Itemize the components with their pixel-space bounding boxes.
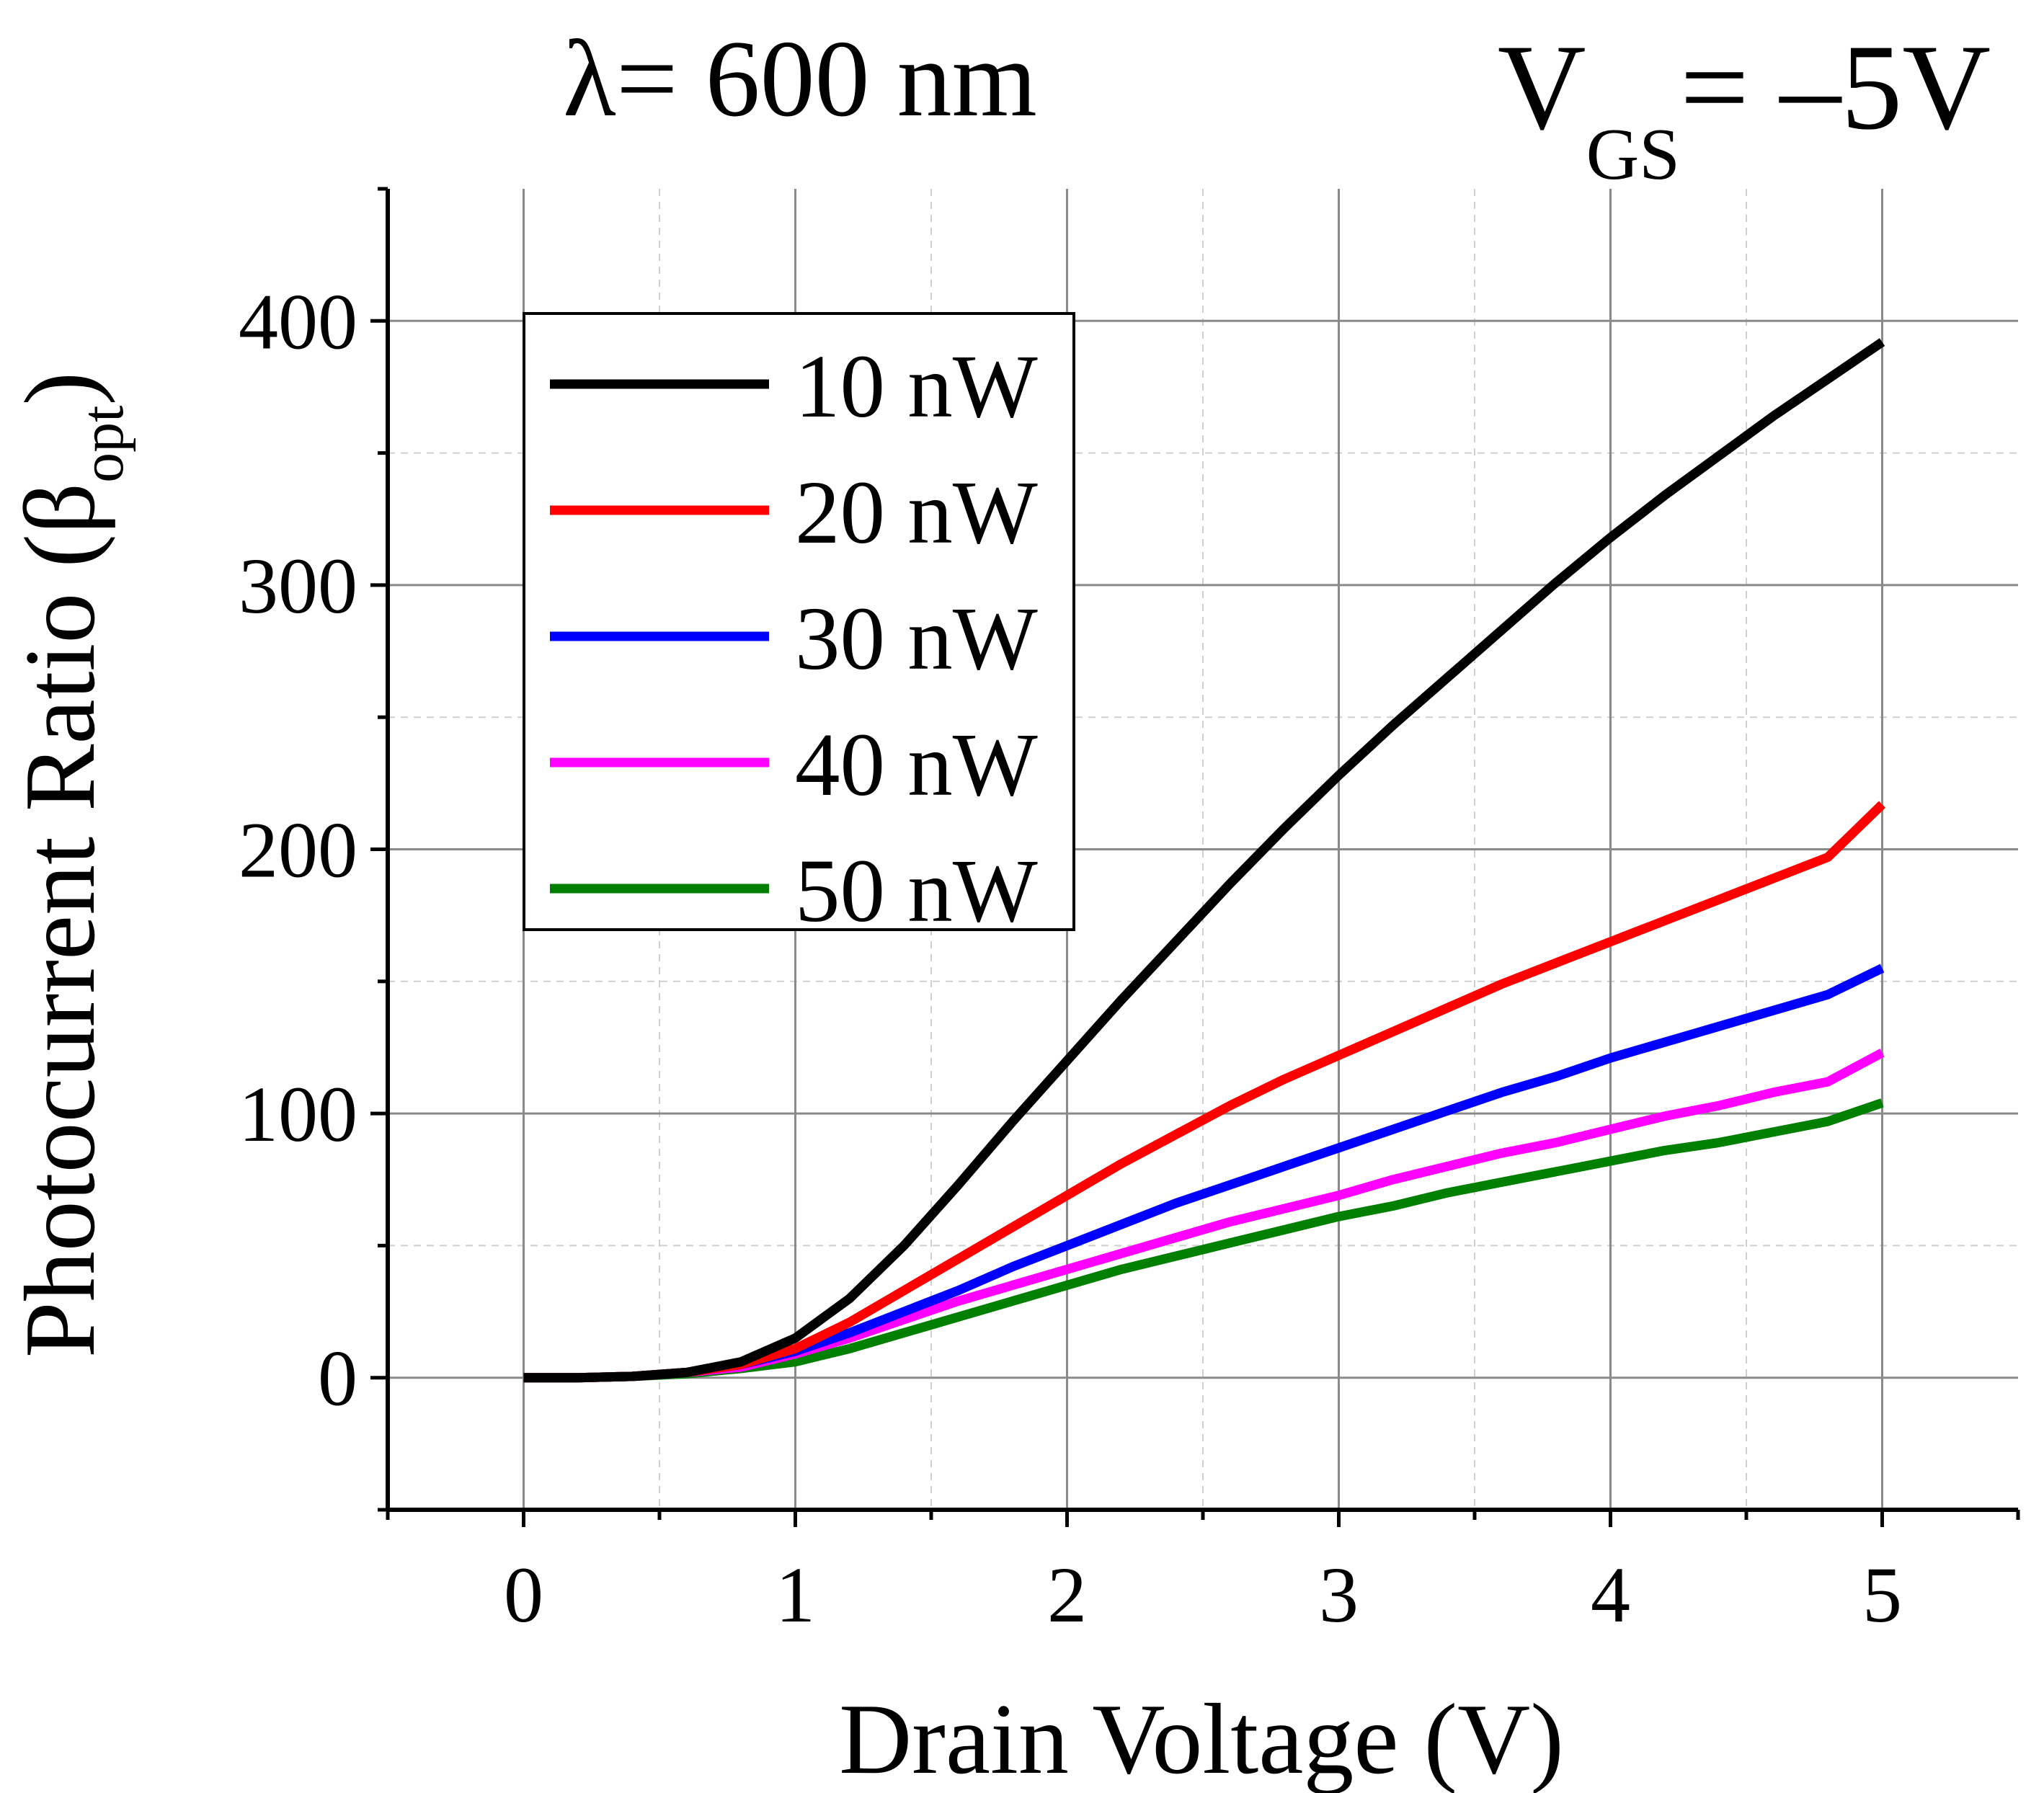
title-wavelength: λ= 600 nm (563, 18, 1037, 139)
series-line-10-nw (523, 338, 1885, 1383)
x-tick-label: 3 (1319, 1551, 1359, 1639)
y-tick-label: 0 (318, 1335, 357, 1423)
y-axis-label-main: Photocurrent Ratio (β (4, 483, 116, 1358)
tick-labels: 0 1 2 3 4 5 0 100 200 300 400 (239, 277, 1902, 1639)
title-vgs-subscript: GS (1586, 114, 1680, 195)
y-axis-label-subscript: opt (69, 405, 136, 482)
y-axis-label-close: ) (4, 372, 116, 406)
title-vgs-v: V (1498, 19, 1586, 155)
y-axis-label: Photocurrent Ratio (βopt) (4, 372, 136, 1358)
legend-label-30-nw: 30 nW (795, 589, 1038, 689)
y-tick-label: 400 (239, 277, 357, 365)
axis-ticks (370, 187, 2020, 1527)
x-axis-label: Drain Voltage (V) (839, 1683, 1564, 1793)
legend: 10 nW 20 nW 30 nW 40 nW 50 nW (523, 312, 1075, 941)
x-tick-label: 1 (776, 1551, 815, 1639)
y-tick-label: 100 (239, 1070, 357, 1158)
legend-label-10-nw: 10 nW (795, 337, 1038, 437)
x-tick-label: 2 (1047, 1551, 1087, 1639)
series-layer (523, 338, 1886, 1383)
title-gate-voltage: VGS= –5V (1498, 19, 1991, 195)
legend-label-20-nw: 20 nW (795, 463, 1038, 563)
legend-label-40-nw: 40 nW (795, 716, 1038, 815)
legend-box (523, 312, 1075, 931)
x-tick-label: 0 (504, 1551, 543, 1639)
title-vgs-value: = –5V (1680, 19, 1991, 155)
x-tick-label: 5 (1862, 1551, 1902, 1639)
legend-label-50-nw: 50 nW (795, 842, 1038, 941)
y-tick-label: 200 (239, 806, 357, 894)
x-tick-label: 4 (1591, 1551, 1630, 1639)
y-tick-label: 300 (239, 542, 357, 630)
